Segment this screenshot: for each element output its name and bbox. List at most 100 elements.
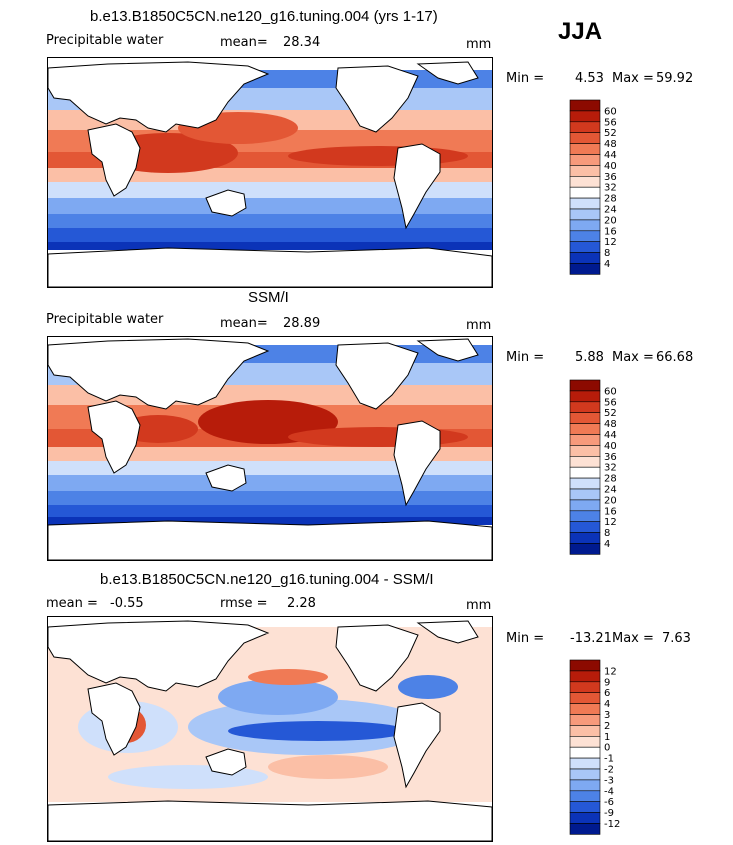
panel1-mean-value: 28.34	[283, 35, 321, 50]
panel1-colorbar-swatch	[569, 165, 601, 177]
panel1-colorbar-swatch	[569, 99, 601, 112]
panel1-colorbar: 60 56 52 48 44 40 36 32 28 24 20 16 12 8 4	[569, 99, 690, 275]
panel3-colorbar-label: 2	[604, 721, 610, 732]
panel3-rmse-value: 2.28	[287, 596, 316, 611]
panel1-colorbar-label: 20	[604, 215, 617, 226]
panel3-colorbar-swatch	[569, 768, 601, 781]
panel2-colorbar-swatch	[569, 521, 601, 533]
panel1-max-label: Max =	[612, 71, 654, 86]
panel3-colorbar-label: 1	[604, 732, 610, 743]
panel2-title: SSM/I	[248, 289, 289, 306]
panel3-mean-label: mean =	[46, 596, 98, 611]
panel3-map	[47, 616, 493, 842]
panel3-colorbar-swatch	[569, 757, 601, 770]
panel1-colorbar-label: 8	[604, 248, 610, 259]
panel2-colorbar-label: 32	[604, 463, 617, 474]
panel1-colorbar-swatch	[569, 132, 601, 144]
panel1-continents	[48, 61, 492, 287]
panel1-colorbar-swatch	[569, 197, 601, 210]
panel1-colorbar-swatch	[569, 263, 601, 275]
panel2-colorbar-label: 48	[604, 419, 617, 430]
panel2-mean-label: mean=	[220, 316, 268, 331]
panel2-continents	[48, 338, 492, 560]
panel1-colorbar-label: 24	[604, 205, 617, 216]
panel3-colorbar-swatch	[569, 670, 601, 683]
panel3-colorbar-swatch	[569, 692, 601, 704]
panel2-colorbar-swatch	[569, 434, 601, 446]
panel2-colorbar-label: 4	[604, 539, 610, 550]
panel3-colorbar-swatch	[569, 746, 601, 759]
panel2-colorbar-swatch	[569, 510, 601, 523]
panel3-colorbar-label: -4	[604, 786, 614, 797]
panel3-max-label: Max =	[612, 631, 654, 646]
panel1-colorbar-label: 12	[604, 237, 617, 248]
panel3-colorbar-label: 6	[604, 688, 610, 699]
panel2-colorbar-label: 16	[604, 506, 617, 517]
panel1-min-label: Min =	[506, 71, 545, 86]
panel1-max-value: 59.92	[656, 71, 694, 86]
panel2-colorbar-label: 40	[604, 441, 617, 452]
panel2-colorbar-swatch	[569, 543, 601, 555]
panel3-colorbar-label: -12	[604, 819, 620, 830]
panel2-colorbar-label: 56	[604, 397, 617, 408]
panel1-colorbar-swatch	[569, 176, 601, 188]
panel1-colorbar-label: 44	[604, 150, 617, 161]
panel3-colorbar-swatch	[569, 736, 601, 748]
panel1-colorbar-swatch	[569, 241, 601, 253]
panel2-colorbar: 60 56 52 48 44 40 36 32 28 24 20 16 12 8 4	[569, 379, 690, 555]
panel2-min-label: Min =	[506, 350, 545, 365]
panel3-colorbar-label: 4	[604, 699, 610, 710]
panel2-colorbar-swatch	[569, 477, 601, 490]
panel1-map	[47, 57, 493, 288]
panel1-colorbar-swatch	[569, 110, 601, 123]
panel3-colorbar-label: 9	[604, 677, 610, 688]
panel2-max-value: 66.68	[656, 350, 694, 365]
panel3-colorbar-swatch	[569, 812, 601, 824]
panel2-colorbar-swatch	[569, 390, 601, 403]
panel1-colorbar-label: 28	[604, 194, 617, 205]
panel1-colorbar-label: 56	[604, 117, 617, 128]
panel3-colorbar-label: 12	[604, 666, 617, 677]
panel3-colorbar-swatch	[569, 703, 601, 715]
panel1-variable-label: Precipitable water	[46, 33, 164, 48]
panel2-min-value: 5.88	[575, 350, 604, 365]
panel2-colorbar-label: 36	[604, 452, 617, 463]
panel1-colorbar-label: 40	[604, 161, 617, 172]
panel1-colorbar-label: 16	[604, 226, 617, 237]
panel3-title: b.e13.B1850C5CN.ne120_g16.tuning.004 - S…	[100, 571, 434, 588]
panel2-colorbar-label: 52	[604, 408, 617, 419]
panel3-colorbar-label: -1	[604, 754, 614, 765]
panel3-colorbar-swatch	[569, 659, 601, 672]
panel2-colorbar-label: 12	[604, 517, 617, 528]
panel3-colorbar-swatch	[569, 801, 601, 813]
panel2-colorbar-swatch	[569, 445, 601, 457]
panel2-unit: mm	[466, 318, 492, 333]
panel1-colorbar-swatch	[569, 252, 601, 264]
panel3-mean-value: -0.55	[110, 596, 144, 611]
panel2-map	[47, 336, 493, 561]
panel2-max-label: Max =	[612, 350, 654, 365]
panel3-colorbar-swatch	[569, 725, 601, 737]
panel3-unit: mm	[466, 598, 492, 613]
panel3-min-value: -13.21	[570, 631, 612, 646]
panel1-mean-label: mean=	[220, 35, 268, 50]
panel1-title: b.e13.B1850C5CN.ne120_g16.tuning.004 (yr…	[90, 8, 438, 25]
panel3-min-label: Min =	[506, 631, 545, 646]
panel2-colorbar-swatch	[569, 379, 601, 392]
panel1-colorbar-swatch	[569, 154, 601, 166]
panel2-colorbar-swatch	[569, 412, 601, 424]
panel3-colorbar-label: -3	[604, 775, 614, 786]
panel2-colorbar-swatch	[569, 456, 601, 468]
panel3-colorbar-label: 3	[604, 710, 610, 721]
panel2-colorbar-swatch	[569, 423, 601, 435]
panel3-colorbar-swatch	[569, 714, 601, 726]
panel2-colorbar-swatch	[569, 466, 601, 479]
panel3-rmse-label: rmse =	[220, 596, 268, 611]
panel2-variable-label: Precipitable water	[46, 312, 164, 327]
panel1-colorbar-swatch	[569, 219, 601, 232]
panel2-colorbar-label: 28	[604, 474, 617, 485]
panel2-colorbar-label: 60	[604, 386, 617, 397]
panel1-colorbar-label: 36	[604, 172, 617, 183]
panel1-min-value: 4.53	[575, 71, 604, 86]
panel2-colorbar-label: 20	[604, 495, 617, 506]
